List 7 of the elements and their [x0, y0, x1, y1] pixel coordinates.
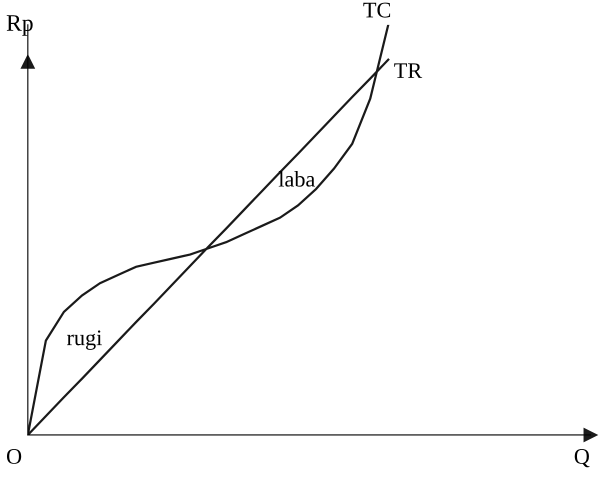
- y-axis-title: Rp: [6, 15, 33, 36]
- annotation: rugi: [66, 330, 102, 350]
- annotation: laba: [278, 171, 316, 187]
- text: O: [6, 448, 22, 464]
- text: Q: [574, 448, 590, 468]
- series-label: TC: [363, 2, 390, 18]
- series-label: TR: [394, 63, 422, 78]
